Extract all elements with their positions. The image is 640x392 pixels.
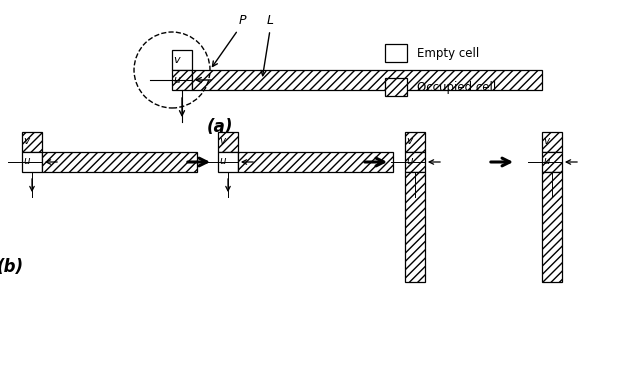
- Bar: [542, 172, 562, 282]
- Text: L: L: [266, 13, 273, 27]
- Bar: [192, 70, 542, 90]
- Bar: [542, 132, 562, 152]
- Text: v: v: [173, 55, 180, 65]
- Text: (a): (a): [207, 118, 233, 136]
- Bar: [22, 152, 42, 172]
- Text: u: u: [406, 156, 413, 166]
- Text: v: v: [543, 136, 550, 146]
- Bar: [238, 152, 393, 172]
- Text: v: v: [220, 136, 225, 146]
- Bar: [172, 70, 192, 90]
- Text: v: v: [23, 136, 29, 146]
- Bar: [405, 172, 425, 282]
- Bar: [42, 152, 197, 172]
- Bar: [218, 132, 238, 152]
- Bar: [405, 152, 425, 172]
- Text: Occupied cell: Occupied cell: [417, 80, 496, 94]
- Bar: [218, 152, 238, 172]
- Bar: [542, 152, 562, 172]
- Text: u: u: [23, 156, 29, 166]
- Bar: [385, 44, 407, 62]
- Text: P: P: [238, 13, 246, 27]
- Text: u: u: [173, 75, 180, 85]
- Bar: [22, 132, 42, 152]
- Text: Empty cell: Empty cell: [417, 47, 479, 60]
- Text: u: u: [219, 156, 226, 166]
- Text: u: u: [543, 156, 550, 166]
- Bar: [405, 132, 425, 152]
- Text: (b): (b): [0, 258, 24, 276]
- Text: v: v: [406, 136, 412, 146]
- Bar: [385, 78, 407, 96]
- Bar: [172, 50, 192, 70]
